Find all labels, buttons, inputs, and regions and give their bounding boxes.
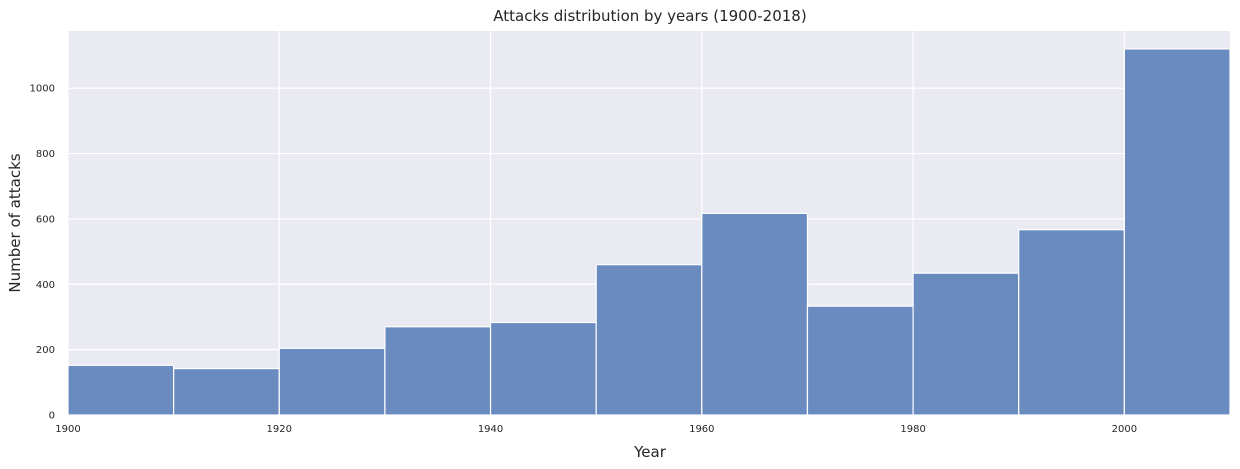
histogram-bar-2000 — [1123, 48, 1231, 416]
histogram-bar-1910 — [173, 367, 280, 416]
y-tick-label: 0 — [49, 411, 55, 422]
histogram-bar-1950 — [595, 264, 703, 416]
y-tick-label: 1000 — [30, 84, 55, 95]
y-tick-label: 800 — [36, 149, 55, 160]
histogram-bar-1930 — [384, 326, 492, 416]
y-tick-label: 200 — [36, 345, 55, 356]
x-tick-label: 1920 — [267, 424, 292, 435]
histogram-bar-1990 — [1018, 229, 1125, 416]
x-tick-label: 1980 — [900, 424, 925, 435]
histogram-bar-1970 — [806, 305, 914, 416]
histogram-bar-1980 — [912, 272, 1020, 416]
histogram-bar-1960 — [701, 212, 809, 416]
histogram-bar-1940 — [489, 321, 597, 416]
histogram-bar-1900 — [67, 364, 175, 416]
y-tick-label: 600 — [36, 214, 55, 225]
histogram-bar-1920 — [278, 347, 386, 416]
chart-title: Attacks distribution by years (1900-2018… — [493, 7, 806, 25]
y-axis-label: Number of attacks — [6, 153, 24, 292]
bars — [67, 48, 1231, 416]
x-tick-labels: 1900 1920 1940 1960 1980 2000 — [55, 424, 1137, 435]
y-tick-label: 400 — [36, 280, 55, 291]
x-tick-label: 2000 — [1112, 424, 1137, 435]
x-tick-label: 1940 — [478, 424, 503, 435]
x-axis-label: Year — [633, 443, 667, 461]
y-tick-labels: 0 200 400 600 800 1000 — [30, 84, 55, 422]
x-tick-label: 1900 — [55, 424, 80, 435]
x-tick-label: 1960 — [689, 424, 714, 435]
